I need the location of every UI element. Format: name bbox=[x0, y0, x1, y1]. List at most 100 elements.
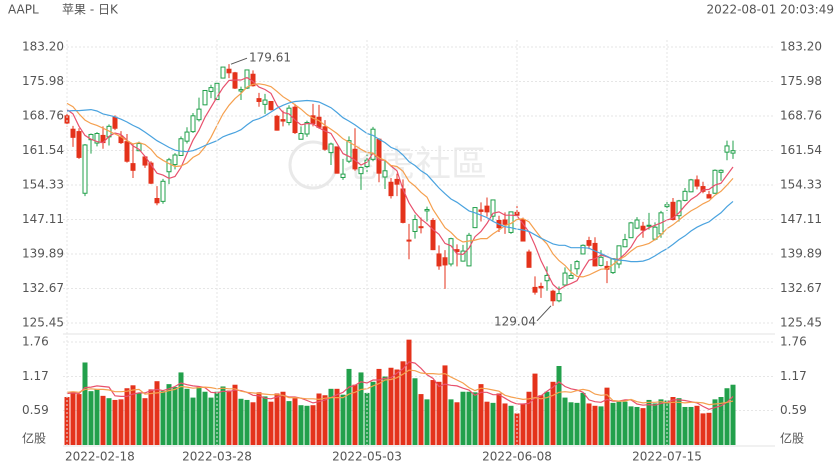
volume-bar bbox=[214, 391, 220, 445]
candle-body bbox=[616, 245, 622, 265]
volume-bar bbox=[682, 406, 688, 445]
moving-average-line bbox=[66, 83, 734, 278]
candle-body bbox=[586, 240, 592, 246]
y-tick-label: 168.76 bbox=[22, 109, 64, 123]
volume-bar bbox=[310, 405, 316, 445]
candle-body bbox=[184, 131, 190, 142]
volume-bar bbox=[76, 394, 82, 445]
candle-body bbox=[262, 99, 268, 105]
candle-body bbox=[472, 207, 478, 229]
candle-body bbox=[538, 285, 544, 289]
candle-body bbox=[190, 115, 196, 133]
y-tick-label-right: 154.33 bbox=[780, 177, 822, 191]
candle-body bbox=[706, 194, 712, 199]
moving-average-line bbox=[66, 99, 734, 263]
volume-bar bbox=[394, 369, 400, 445]
candle-body bbox=[622, 239, 628, 248]
candle-body bbox=[256, 98, 262, 102]
candle-body bbox=[76, 131, 82, 158]
candle-body bbox=[412, 219, 418, 232]
candle-body bbox=[430, 219, 436, 251]
candle-body bbox=[280, 119, 286, 122]
candle-body bbox=[382, 170, 388, 178]
volume-bar bbox=[130, 385, 136, 445]
candle-body bbox=[238, 89, 244, 92]
volume-bar bbox=[304, 405, 310, 445]
volume-bar bbox=[526, 391, 532, 445]
volume-bar bbox=[322, 395, 328, 445]
candle-body bbox=[682, 190, 688, 201]
y-tick-label: 183.20 bbox=[22, 40, 64, 54]
volume-bar bbox=[70, 391, 76, 445]
volume-bar bbox=[112, 399, 118, 445]
volume-bar bbox=[508, 405, 514, 445]
volume-bar bbox=[694, 405, 700, 445]
volume-bar bbox=[520, 404, 526, 445]
volume-bar bbox=[544, 391, 550, 445]
annotation-leader bbox=[230, 57, 248, 65]
candle-body bbox=[634, 219, 640, 229]
candle-body bbox=[148, 162, 154, 184]
volume-bar bbox=[274, 393, 280, 445]
volume-bar bbox=[364, 392, 370, 445]
volume-bar bbox=[172, 387, 178, 445]
volume-bar bbox=[610, 402, 616, 445]
candle-body bbox=[694, 179, 700, 187]
y-tick-label: 139.89 bbox=[22, 246, 64, 260]
candle-body bbox=[214, 82, 220, 101]
volume-bar bbox=[592, 405, 598, 445]
volume-bar bbox=[376, 368, 382, 445]
volume-bar bbox=[616, 401, 622, 445]
candle-body bbox=[544, 274, 550, 282]
candle-body bbox=[562, 272, 568, 286]
candle-body bbox=[322, 126, 328, 150]
volume-bar bbox=[178, 372, 184, 445]
volume-bar bbox=[262, 396, 268, 445]
volume-bar bbox=[286, 401, 292, 445]
candle-body bbox=[328, 143, 334, 154]
volume-bar bbox=[628, 406, 634, 445]
volume-bar bbox=[166, 384, 172, 445]
volume-bar bbox=[148, 389, 154, 445]
volume-bar bbox=[190, 397, 196, 445]
candle-body bbox=[136, 143, 142, 152]
volume-bar bbox=[388, 367, 394, 445]
volume-bar bbox=[400, 361, 406, 445]
candle-body bbox=[268, 100, 274, 111]
volume-bar bbox=[298, 405, 304, 445]
candle-body bbox=[424, 208, 430, 212]
candle-body bbox=[172, 154, 178, 166]
candle-body bbox=[394, 178, 400, 185]
volume-bar bbox=[328, 388, 334, 445]
candle-body bbox=[442, 257, 448, 266]
y-tick-label-right: 175.98 bbox=[780, 74, 822, 88]
volume-bar bbox=[232, 384, 238, 445]
candle-body bbox=[628, 222, 634, 239]
candle-body bbox=[448, 238, 454, 265]
volume-unit: 亿股 bbox=[780, 431, 804, 446]
volume-bar bbox=[640, 408, 646, 445]
candle-body bbox=[208, 87, 214, 92]
volume-bar bbox=[184, 388, 190, 445]
y-tick-label-right: 0.59 bbox=[780, 403, 807, 417]
volume-bar bbox=[250, 402, 256, 445]
candle-body bbox=[460, 250, 466, 262]
candle-body bbox=[166, 159, 172, 173]
volume-bar bbox=[142, 398, 148, 445]
volume-bar bbox=[586, 403, 592, 445]
y-tick-label-right: 139.89 bbox=[780, 246, 822, 260]
candle-body bbox=[670, 201, 676, 221]
candle-body bbox=[652, 226, 658, 240]
candle-body bbox=[478, 209, 484, 212]
volume-bar bbox=[454, 402, 460, 445]
candle-body bbox=[640, 225, 646, 231]
candle-body bbox=[346, 140, 352, 162]
candle-body bbox=[70, 128, 76, 138]
candle-body bbox=[112, 116, 118, 129]
volume-bar bbox=[280, 391, 286, 445]
x-tick-label: 2022-06-08 bbox=[482, 450, 552, 464]
volume-bar bbox=[88, 391, 94, 445]
y-tick-label-right: 161.54 bbox=[780, 143, 822, 157]
volume-bar bbox=[202, 391, 208, 445]
volume-bar bbox=[556, 365, 562, 445]
